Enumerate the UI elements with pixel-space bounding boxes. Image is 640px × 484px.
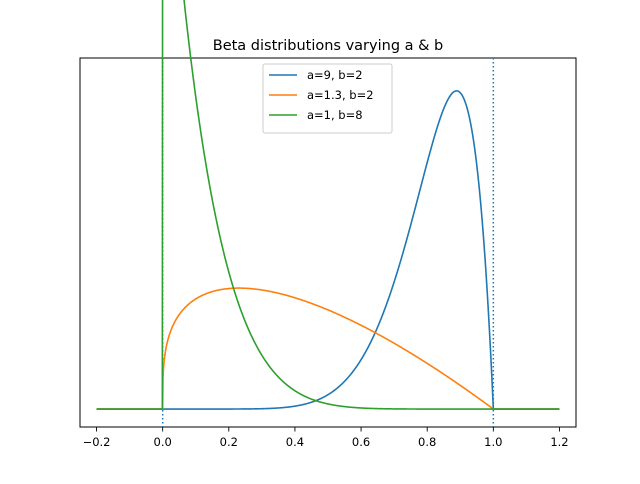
- x-tick-label-4: 0.6: [352, 435, 370, 449]
- legend-label-2: a=1, b=8: [307, 108, 363, 122]
- x-tick-label-5: 0.8: [418, 435, 436, 449]
- chart-title: Beta distributions varying a & b: [213, 38, 444, 54]
- x-tick-label-1: 0.0: [154, 435, 172, 449]
- x-tick-label-6: 1.0: [484, 435, 502, 449]
- x-tick-label-2: 0.2: [220, 435, 238, 449]
- series-line-1: [96, 287, 560, 410]
- x-tick-label-7: 1.2: [550, 435, 568, 449]
- series-line-2: [96, 0, 560, 410]
- x-tick-label-3: 0.4: [286, 435, 304, 449]
- legend-label-0: a=9, b=2: [307, 68, 363, 82]
- series-line-0: [96, 90, 560, 410]
- x-tick-label-0: −0.2: [83, 435, 111, 449]
- legend-label-1: a=1.3, b=2: [307, 88, 374, 102]
- plot-area: −0.2 0.0 0.2 0.4 0.6 0.8 1.0 1.2 a=9, b=2 a=1.3, …: [79, 0, 577, 449]
- axes-frame: [79, 57, 577, 428]
